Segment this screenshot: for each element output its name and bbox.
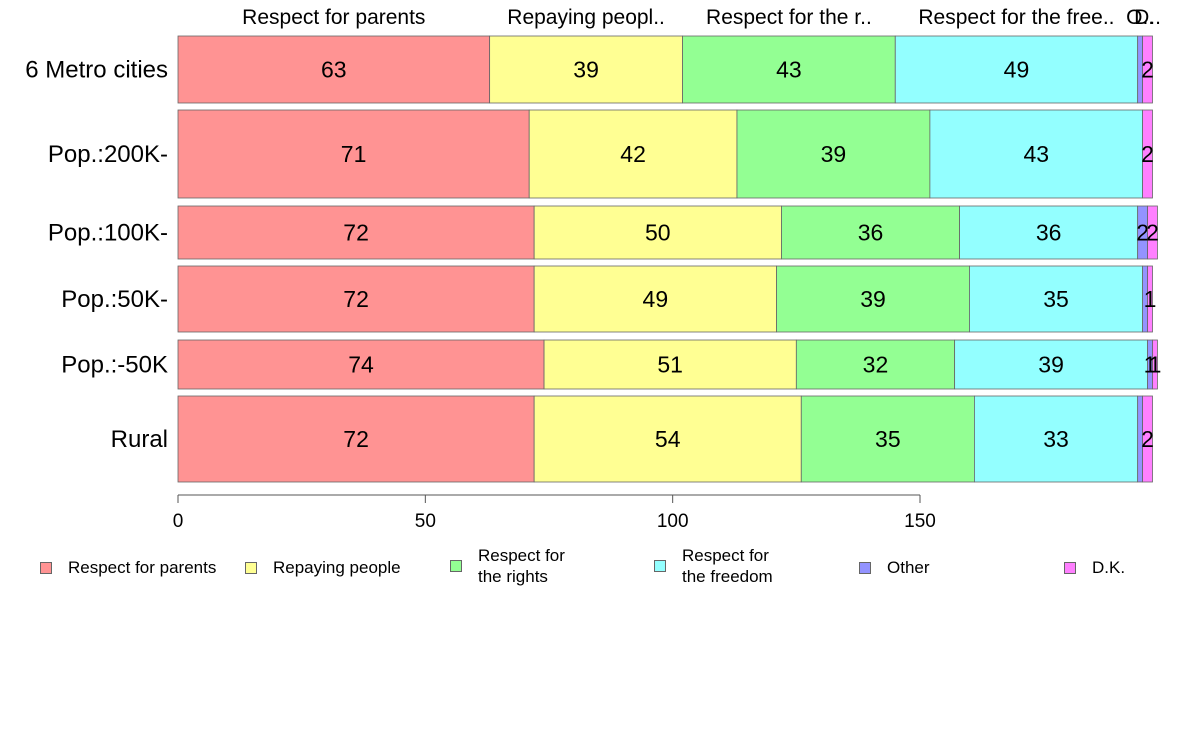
legend-swatch: [245, 561, 257, 574]
legend-label: Repaying people: [273, 558, 401, 577]
data-label: 33: [1043, 426, 1069, 452]
y-tick-label: Pop.:-50K: [61, 352, 168, 379]
data-label: 42: [620, 141, 646, 167]
y-tick-label: 6 Metro cities: [25, 57, 168, 84]
legend-swatch: [859, 561, 871, 574]
bar-segment: [682, 35, 896, 104]
data-label: 2: [1136, 220, 1149, 246]
x-tick-label: 0: [173, 511, 184, 532]
legend-item-dk: D.K.: [1064, 557, 1125, 578]
data-label: 49: [643, 286, 669, 312]
x-tick-label: 50: [415, 511, 436, 532]
y-tick-label: Pop.:50K-: [61, 286, 168, 313]
data-label: 72: [343, 286, 369, 312]
bar-segment: [969, 265, 1144, 333]
legend-item-repaying-people: Repaying people: [245, 557, 401, 578]
y-tick-label: Pop.:100K-: [48, 220, 168, 247]
bar-segment: [781, 205, 960, 260]
top-series-label: Repaying peopl..: [507, 6, 665, 29]
data-label: 51: [657, 352, 683, 378]
data-label: 2: [1146, 220, 1159, 246]
legend-label: Respect for the freedom: [682, 546, 773, 586]
data-label: 36: [1036, 220, 1062, 246]
bar-segment: [177, 35, 491, 104]
bar-segment: [736, 109, 931, 199]
bar-segment: [1147, 265, 1153, 333]
y-tick-label: Pop.:200K-: [48, 141, 168, 168]
bar-segment: [543, 339, 797, 390]
data-label: 2: [1141, 57, 1154, 83]
data-label: 39: [860, 286, 886, 312]
data-label: 39: [1038, 352, 1064, 378]
data-label: 1: [1149, 352, 1162, 378]
bar-segment: [177, 109, 530, 199]
bar-segment: [528, 109, 738, 199]
bar-segment: [1147, 205, 1158, 260]
bar-segment: [489, 35, 683, 104]
data-label: 35: [875, 426, 901, 452]
bar-segment: [177, 265, 535, 333]
data-label: 2: [1141, 141, 1154, 167]
data-label: 54: [655, 426, 681, 452]
bar-segment: [1142, 35, 1153, 104]
bar-segment: [894, 35, 1139, 104]
data-label: 49: [1004, 57, 1030, 83]
y-tick-label: Rural: [111, 426, 168, 453]
data-label: 50: [645, 220, 671, 246]
data-label: 2: [1141, 426, 1154, 452]
bar-segment: [177, 395, 535, 483]
data-label: 36: [858, 220, 884, 246]
legend-item-respect-for-the-rights: Respect for the rights: [450, 545, 565, 587]
data-label: 35: [1043, 286, 1069, 312]
data-label: 39: [821, 141, 847, 167]
data-label: 1: [1144, 286, 1157, 312]
x-tick-label: 150: [904, 511, 936, 532]
legend-label: Respect for parents: [68, 558, 217, 577]
top-series-label: O..: [1126, 6, 1154, 29]
legend-swatch: [40, 561, 52, 574]
data-label: 32: [863, 352, 889, 378]
bar-segment: [929, 109, 1143, 199]
data-label: 39: [573, 57, 599, 83]
top-series-label: D..: [1134, 6, 1161, 29]
legend-swatch: [1064, 561, 1076, 574]
data-label: 43: [1023, 141, 1049, 167]
bar-segment: [533, 395, 802, 483]
data-label: 43: [776, 57, 802, 83]
legend-item-other: Other: [859, 557, 930, 578]
bar-segment: [177, 205, 535, 260]
top-series-label: Respect for the r..: [706, 6, 872, 29]
legend-label: Other: [887, 558, 930, 577]
bar-segment: [533, 265, 777, 333]
legend-swatch: [450, 560, 462, 572]
legend-item-respect-for-the-freedom: Respect for the freedom: [654, 545, 773, 587]
data-label: 72: [343, 220, 369, 246]
bar-segment: [1142, 109, 1153, 199]
bar-segment: [954, 339, 1148, 390]
chart-legend: Respect for parents Repaying people Resp…: [0, 540, 1188, 600]
data-label: 72: [343, 426, 369, 452]
legend-label: Respect for the rights: [478, 546, 565, 586]
bar-segment: [177, 339, 545, 390]
bar-segment: [776, 265, 970, 333]
legend-swatch: [654, 560, 666, 572]
bar-segment: [1152, 339, 1158, 390]
bar-segment: [974, 395, 1139, 483]
top-series-label: Respect for parents: [242, 6, 425, 29]
data-label: 71: [341, 141, 367, 167]
legend-item-respect-for-parents: Respect for parents: [40, 557, 216, 578]
data-label: 63: [321, 57, 347, 83]
bar-segment: [1142, 395, 1153, 483]
top-series-label: Respect for the free..: [918, 6, 1114, 29]
bar-segment: [800, 395, 975, 483]
bar-segment: [533, 205, 782, 260]
x-tick-label: 100: [657, 511, 689, 532]
data-label: 74: [348, 352, 374, 378]
legend-label: D.K.: [1092, 558, 1126, 577]
